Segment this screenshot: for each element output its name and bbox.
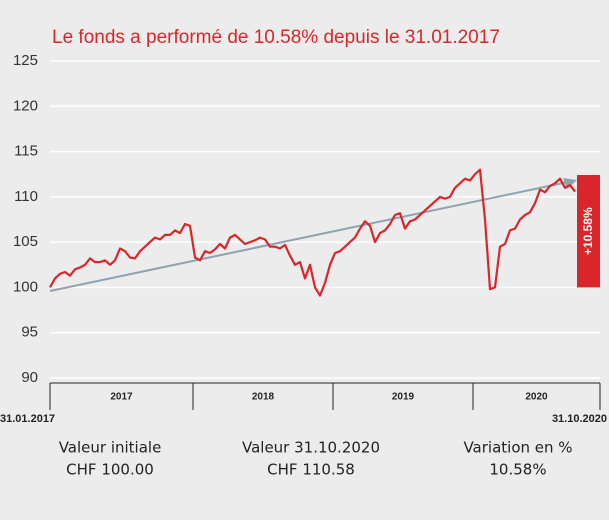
annotation-label: +10.58% <box>581 207 595 255</box>
summary-label: Valeur 31.10.2020 <box>242 439 380 457</box>
start-date: 31.01.2017 <box>0 413 55 425</box>
summary-label: Variation en % <box>463 439 572 457</box>
summary-value: 10.58% <box>489 461 546 479</box>
y-tick-label: 105 <box>13 233 38 250</box>
summary-value: CHF 100.00 <box>66 461 154 479</box>
y-tick-label: 125 <box>13 52 38 69</box>
y-tick-label: 110 <box>14 188 38 205</box>
x-period-label: 2018 <box>252 392 275 403</box>
y-tick-label: 95 <box>21 324 38 341</box>
y-tick-label: 115 <box>14 143 38 160</box>
x-period-label: 2020 <box>525 392 548 403</box>
y-tick-label: 90 <box>21 369 38 386</box>
y-tick-label: 120 <box>13 97 38 114</box>
x-period-label: 2017 <box>110 392 133 403</box>
trend-arrow <box>49 181 569 292</box>
annotation-box <box>577 175 600 288</box>
summary-label: Valeur initiale <box>59 439 162 457</box>
x-period-label: 2019 <box>392 392 415 403</box>
chart-title: Le fonds a performé de 10.58% depuis le … <box>52 27 500 48</box>
data-line <box>49 168 576 297</box>
y-tick-label: 100 <box>13 278 38 295</box>
summary-value: CHF 110.58 <box>267 461 355 479</box>
end-date: 31.10.2020 <box>552 413 607 425</box>
